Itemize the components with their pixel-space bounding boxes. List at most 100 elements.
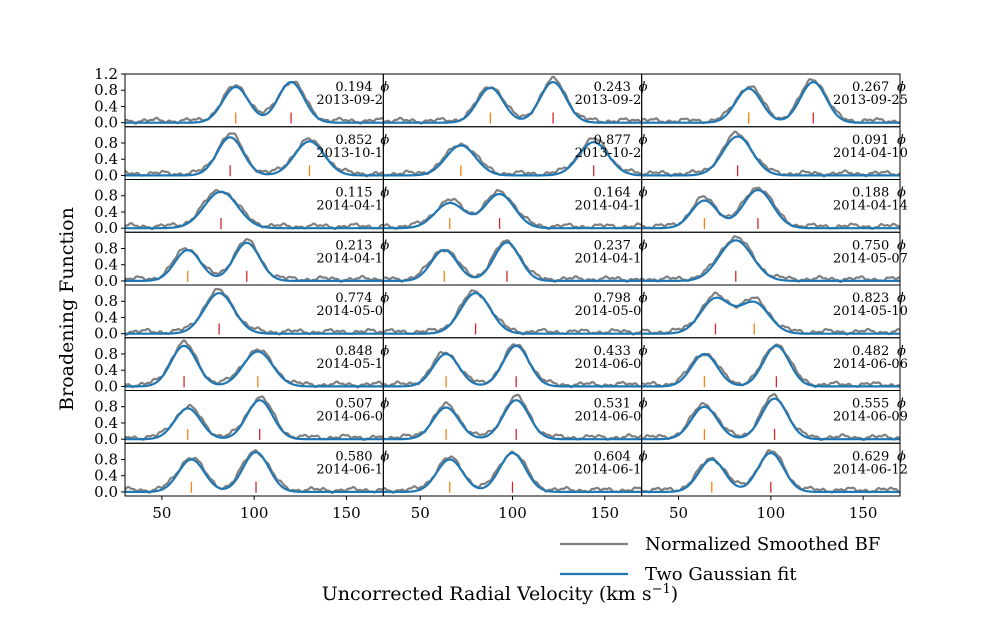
legend-label-bf: Normalized Smoothed BF [645,534,880,555]
bf-series-line [383,450,642,494]
panel-date-label: 2013-10-2 [575,146,642,161]
gaussian-fit-line [641,188,900,230]
gaussian-fit-line [641,80,900,124]
gaussian-fit-line [641,451,900,493]
x-tick-label: 50 [152,504,171,522]
gaussian-fit-line [125,80,384,124]
y-tick-label: 0.0 [94,166,118,184]
panel-phase-label: 0.848 [335,344,372,359]
panel-date-label: 2014-06-1 [316,462,383,477]
y-tick-label: 0.4 [94,203,118,221]
panel-phase-symbol: ϕ [897,186,906,201]
gaussian-fit-line [383,399,642,441]
gaussian-fit-line [383,291,642,335]
x-axis-label-text: Uncorrected Radial Velocity (km s [322,583,652,605]
y-tick-label: 0.4 [94,150,118,168]
panel-phase-label: 0.213 [335,238,372,253]
panel-phase-symbol: ϕ [380,186,389,201]
panel-plot-area [383,450,642,494]
panel-plot-area [641,130,901,178]
panel-plot-area [641,291,901,336]
panel-date-label: 2014-04-1 [316,251,383,266]
gaussian-fit-line [125,344,384,388]
bf-series-line [125,80,384,125]
panel-date-label: 2014-06-0 [316,410,383,425]
x-tick-label: 150 [590,504,619,522]
panel-phase-symbol: ϕ [639,291,648,306]
panel-phase-symbol: ϕ [897,397,906,412]
panel: 0.164 ϕ 2014-04-1 [382,179,648,233]
panel-date-label: 2014-04-1 [575,251,642,266]
y-tick-label: 0.8 [94,239,118,257]
x-tick-label: 100 [498,504,527,522]
panel-phase-symbol: ϕ [380,449,389,464]
panel-phase-symbol: ϕ [639,133,648,148]
y-tick-label: 1.2 [94,65,118,83]
panel-plot-area [125,132,384,178]
gaussian-fit-line [641,344,900,388]
y-tick-label: 0.4 [94,256,118,274]
gaussian-fit-line [641,239,900,282]
gaussian-fit-line [125,291,384,335]
y-tick-label: 0.4 [94,361,118,379]
panel-phase-label: 0.115 [335,186,372,201]
panel-date-label: 2013-09-2 [575,93,642,108]
x-axis-label-unit-exponent: −1 [652,582,671,597]
panel-plot-area [125,287,384,336]
panel-plot-area [383,239,642,283]
y-tick-label: 0.4 [94,308,118,326]
gaussian-fit-line [383,141,642,177]
panel-phase-symbol: ϕ [639,449,648,464]
panel-phase-label: 0.507 [335,397,372,412]
panel-plot-area [641,186,901,230]
bf-series-line [641,393,901,442]
panel-plot-area [641,343,900,389]
panel-phase-label: 0.237 [594,238,631,253]
panel-plot-area [125,80,384,125]
panel-phase-symbol: ϕ [380,238,389,253]
panel-phase-label: 0.531 [594,397,631,412]
panel-phase-label: 0.877 [594,133,631,148]
y-tick-label: 0.8 [94,134,118,152]
gaussian-fit-line [383,451,642,493]
panel-plot-area [383,75,642,125]
gaussian-fit-line [383,241,642,282]
panel-phase-label: 0.267 [852,80,889,95]
panel-phase-symbol: ϕ [639,344,648,359]
gaussian-fit-line [125,136,384,177]
gaussian-fit-line [383,344,642,388]
panel-date-label: 2014-06-06 [833,357,908,372]
panel-date-label: 2014-06-0 [575,357,642,372]
panel-phase-symbol: ϕ [897,133,906,148]
panel-phase-label: 0.555 [852,397,889,412]
gaussian-fit-line [125,190,384,230]
y-axis-label: Broadening Function [56,207,78,411]
panel-phase-symbol: ϕ [380,80,389,95]
panel-plot-area [125,449,384,494]
x-axis-label: Uncorrected Radial Velocity (km s−1) [322,582,678,605]
panel-phase-symbol: ϕ [639,80,648,95]
panel-date-label: 2014-05-1 [316,357,383,372]
panel-date-label: 2014-04-1 [575,199,642,214]
panel-phase-label: 0.852 [335,133,372,148]
y-tick-label: 0.0 [94,483,118,501]
panel-phase-label: 0.164 [594,186,631,201]
legend: Normalized Smoothed BF Two Gaussian fit [560,534,880,585]
bf-series-line [383,289,642,336]
panel-date-label: 2014-05-10 [833,304,908,319]
panel-plot-area [125,339,384,389]
y-tick-label: 0.4 [94,467,118,485]
panel-phase-symbol: ϕ [380,291,389,306]
